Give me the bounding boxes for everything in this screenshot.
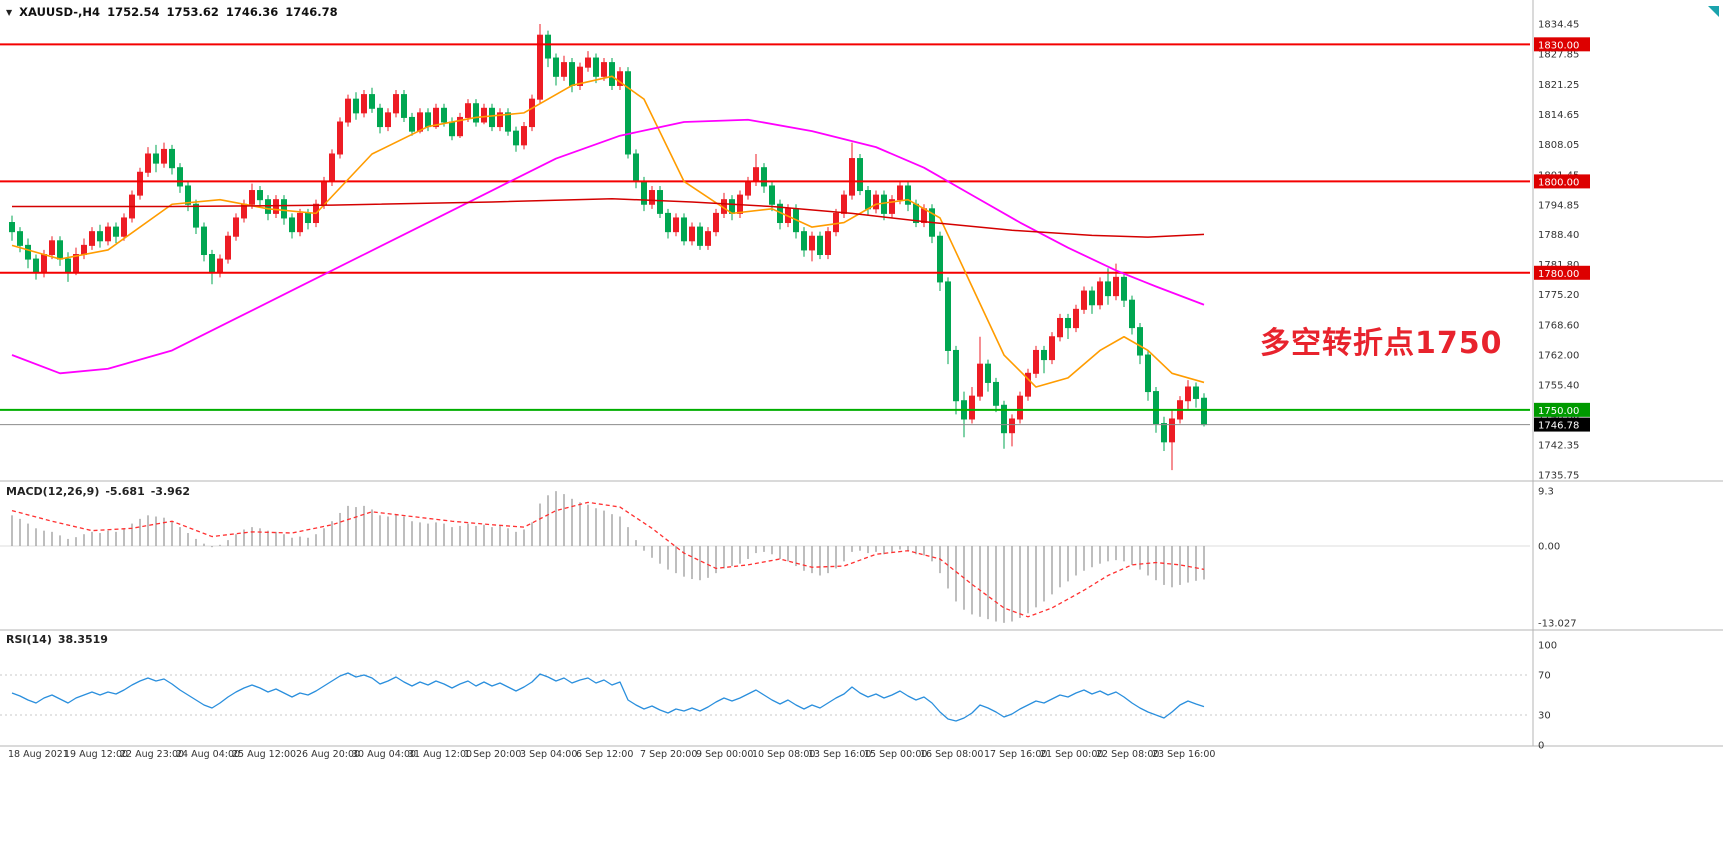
chart-text-annotation: 多空转折点1750 <box>1260 326 1503 361</box>
macd-scale-label: 0.00 <box>1538 542 1560 553</box>
time-axis-label: 22 Sep 08:00 <box>1096 749 1159 760</box>
time-axis-label: 26 Aug 20:00 <box>296 749 360 760</box>
price-axis-label: 1827.85 <box>1538 50 1579 61</box>
time-axis-label: 15 Sep 00:00 <box>864 749 927 760</box>
time-axis-label: 23 Sep 16:00 <box>1152 749 1215 760</box>
price-badge-label: 1780.00 <box>1538 269 1579 280</box>
rsi-value: 38.3519 <box>57 633 108 646</box>
price-axis-label: 1834.45 <box>1538 20 1579 31</box>
ma-long-red <box>12 198 1205 238</box>
macd-scale-label: -13.027 <box>1538 618 1577 629</box>
price-axis-label: 1821.25 <box>1538 80 1579 91</box>
time-axis-label: 31 Aug 12:00 <box>408 749 472 760</box>
price-badge-label: 1830.00 <box>1538 40 1579 51</box>
price-axis-label: 1814.65 <box>1538 110 1579 121</box>
price-axis-label: 1808.05 <box>1538 140 1579 151</box>
ma-slow-magenta <box>11 118 1205 375</box>
time-axis-label: 18 Aug 2021 <box>8 749 69 760</box>
time-axis-label: 30 Aug 04:00 <box>352 749 416 760</box>
time-axis-label: 22 Aug 23:00 <box>120 749 184 760</box>
price-axis-label: 1768.60 <box>1538 320 1579 331</box>
price-badge-label: 1800.00 <box>1538 177 1579 188</box>
macd-panel: 9.3 0.00 -13.027 <box>0 487 1577 629</box>
panel-separators <box>0 0 1723 747</box>
quote-low: 1746.36 <box>225 5 279 19</box>
time-axis-label: 10 Sep 08:00 <box>752 749 815 760</box>
time-axis-label: 9 Sep 00:00 <box>696 749 753 760</box>
rsi-scale-label: 30 <box>1538 711 1551 722</box>
price-axis-label: 1794.85 <box>1538 200 1579 211</box>
price-badge-label: 1750.00 <box>1538 406 1579 417</box>
rsi-scale-label: 70 <box>1538 671 1551 682</box>
candlestick-series <box>9 24 1207 471</box>
time-axis-label: 6 Sep 12:00 <box>576 749 633 760</box>
time-axis-label: 19 Aug 12:00 <box>64 749 128 760</box>
symbol-dropdown-icon[interactable]: ▼ <box>6 7 13 17</box>
price-axis-label: 1735.75 <box>1538 470 1579 481</box>
macd-main-value: -5.681 <box>105 485 145 498</box>
horizontal-lines <box>0 43 1530 411</box>
macd-scale-label: 9.3 <box>1538 487 1554 498</box>
quote-open: 1752.54 <box>107 5 160 19</box>
price-axis-label: 1762.00 <box>1538 351 1579 362</box>
price-axis-label: 1775.20 <box>1538 290 1579 301</box>
macd-label: MACD(12,26,9) <box>6 485 100 498</box>
time-axis-label: 1 Sep 20:00 <box>464 749 521 760</box>
rsi-indicator-title: RSI(14) 38.3519 <box>6 633 108 646</box>
price-axis-label: 1788.40 <box>1538 230 1579 241</box>
price-axis-label: 1781.80 <box>1538 260 1579 271</box>
time-axis-label: 13 Sep 16:00 <box>808 749 871 760</box>
time-axis-label: 25 Aug 12:00 <box>232 749 296 760</box>
macd-signal-value: -3.962 <box>150 485 191 498</box>
moving-averages <box>11 75 1205 388</box>
time-axis-label: 16 Sep 08:00 <box>920 749 983 760</box>
quote-high: 1753.62 <box>166 5 219 19</box>
price-badge-label: 1746.78 <box>1538 421 1579 432</box>
rsi-scale-label: 0 <box>1538 741 1544 752</box>
time-axis-label: 3 Sep 04:00 <box>520 749 577 760</box>
price-axis-label: 1742.35 <box>1538 440 1579 451</box>
rsi-scale-label: 100 <box>1538 641 1557 652</box>
time-axis-label: 17 Sep 16:00 <box>984 749 1047 760</box>
time-axis-label: 24 Aug 04:00 <box>176 749 240 760</box>
macd-indicator-title: MACD(12,26,9) -5.681 -3.962 <box>6 485 190 498</box>
rsi-panel: 100 70 30 0 <box>0 641 1557 752</box>
quote-close: 1746.78 <box>285 5 338 19</box>
price-axis-label: 1755.40 <box>1538 381 1579 392</box>
symbol-timeframe-label: XAUUSD-,H4 <box>19 5 101 19</box>
ma-fast-orange <box>11 75 1205 388</box>
price-axis-badges: 1830.00 1800.00 1780.00 1750.00 1746.78 <box>1534 37 1590 432</box>
time-axis-label: 7 Sep 20:00 <box>640 749 697 760</box>
rsi-label: RSI(14) <box>6 633 52 646</box>
chart-shift-icon[interactable] <box>1708 6 1719 17</box>
time-axis-label: 21 Sep 00:00 <box>1040 749 1103 760</box>
quote-bar: ▼ XAUUSD-,H4 1752.54 1753.62 1746.36 174… <box>6 5 338 19</box>
